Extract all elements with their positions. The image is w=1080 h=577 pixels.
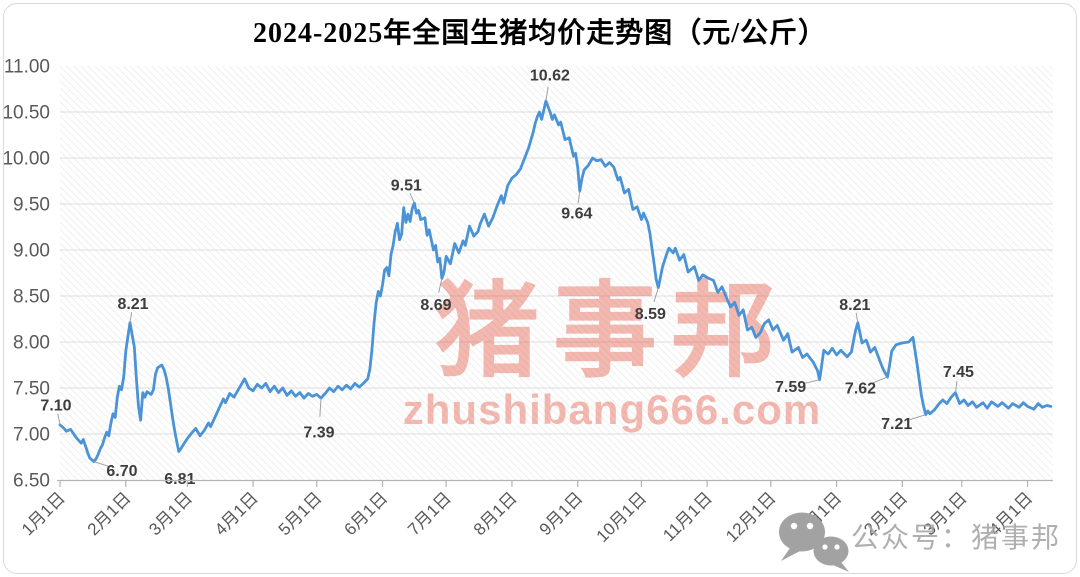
gridlines-layer: [60, 111, 1053, 435]
plot-background-layer: [60, 66, 1053, 480]
watermark-layer: 猪事邦 zhushibang666.com: [403, 274, 821, 433]
watermark-site-text: zhushibang666.com: [403, 386, 821, 433]
data-point-label: 7.59: [775, 379, 806, 396]
x-axis-label: 9月1日: [536, 488, 587, 539]
data-point-label: 8.59: [635, 306, 666, 323]
label-leader-line: [57, 413, 61, 425]
label-leader-line: [872, 376, 888, 384]
x-axis-label: 4月1日: [211, 488, 262, 539]
data-point-label: 8.21: [117, 296, 148, 313]
data-point-label: 7.10: [40, 397, 71, 414]
x-axis-label: 6月1日: [340, 488, 391, 539]
x-axis-label: 2月1日: [84, 488, 135, 539]
data-point-label: 6.70: [106, 463, 137, 480]
wechat-icon: [779, 512, 849, 572]
x-axis-label: 3月1日: [145, 488, 196, 539]
y-axis-label: 8.00: [13, 333, 50, 354]
label-leader-line: [855, 312, 859, 323]
label-leader-line: [129, 312, 133, 323]
label-leader-line: [653, 287, 659, 303]
label-leader-line: [954, 380, 958, 393]
y-axis-label: 10.50: [2, 103, 50, 124]
x-axis-label: 11月1日: [659, 488, 716, 545]
data-point-label: 6.81: [164, 471, 195, 488]
data-point-label: 8.69: [420, 297, 451, 314]
wechat-watermark: 公众号：猪事邦: [779, 512, 1061, 572]
y-axis-label: 8.50: [13, 287, 50, 308]
y-axis-label: 9.50: [13, 195, 50, 216]
label-leader-line: [909, 414, 926, 421]
y-axis-label: 7.00: [13, 425, 50, 446]
label-leader-line: [409, 192, 415, 204]
x-axis-label: 1月1日: [18, 488, 69, 539]
watermark-brand-text: 猪事邦: [435, 274, 789, 390]
data-labels-layer: 7.10 6.70 8.21 6.81 7.39 9.51 8.69 10.62 9.64 8.5…: [40, 67, 974, 488]
label-leader-line: [577, 191, 581, 204]
y-axis-label: 10.00: [2, 149, 50, 170]
label-leader-line: [93, 461, 110, 468]
x-axis-label: 12月1日: [722, 488, 780, 546]
y-axis-label: 7.50: [13, 379, 50, 400]
data-point-label: 7.45: [943, 364, 974, 381]
data-point-label: 9.64: [561, 206, 592, 223]
plot-area: [60, 66, 1053, 480]
data-point-label: 7.21: [881, 416, 912, 433]
series-layer: [58, 99, 1053, 463]
price-line: [58, 99, 1053, 463]
x-axis-label: 5月1日: [275, 488, 326, 539]
x-axis-label: 8月1日: [470, 488, 521, 539]
y-axis-label: 9.00: [13, 241, 50, 262]
data-point-label: 8.21: [839, 297, 870, 314]
data-point-label: 7.39: [303, 425, 334, 442]
label-leader-line: [545, 86, 549, 102]
label-leader-line: [319, 398, 322, 417]
data-point-label: 9.51: [391, 178, 422, 195]
x-axis-label: 7月1日: [404, 488, 455, 539]
chart-title: 2024-2025年全国生猪均价走势图（元/公斤）: [252, 18, 828, 49]
data-point-label: 7.62: [845, 380, 876, 397]
data-point-label: 10.62: [530, 67, 570, 84]
y-axis-label: 6.50: [13, 471, 50, 492]
label-leader-line: [438, 278, 443, 293]
x-axis-label: 10月1日: [593, 488, 651, 546]
wechat-watermark-text: 公众号：猪事邦: [851, 522, 1061, 553]
label-leader-line: [803, 379, 820, 385]
y-axis-label: 11.00: [4, 57, 50, 78]
